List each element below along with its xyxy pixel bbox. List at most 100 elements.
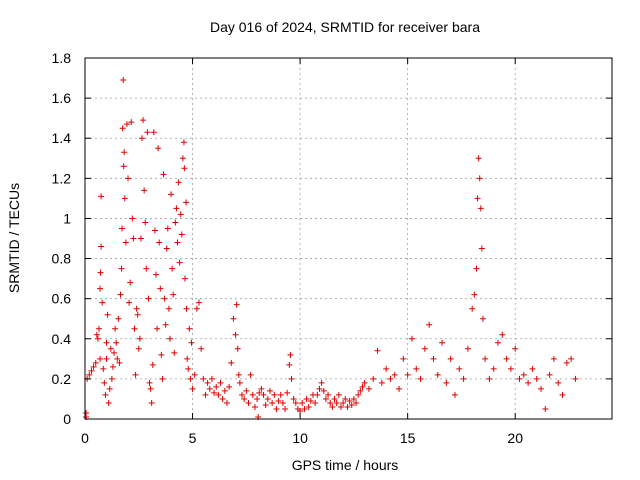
data-point xyxy=(434,371,441,378)
data-point xyxy=(111,349,118,356)
data-point xyxy=(88,367,95,374)
data-point xyxy=(269,399,276,406)
data-point xyxy=(271,391,278,398)
data-point xyxy=(226,383,233,390)
data-point xyxy=(172,219,179,226)
data-point xyxy=(112,325,119,332)
data-point xyxy=(202,391,209,398)
y-tick-label: 0.8 xyxy=(52,251,72,267)
data-point xyxy=(529,365,536,372)
x-tick-label: 10 xyxy=(292,430,308,446)
data-point xyxy=(329,403,336,410)
data-point xyxy=(512,345,519,352)
data-point xyxy=(100,365,107,372)
data-point xyxy=(196,299,203,306)
data-point xyxy=(204,379,211,386)
data-point xyxy=(249,391,256,398)
data-point xyxy=(122,239,129,246)
data-point xyxy=(223,399,230,406)
data-point xyxy=(477,205,484,212)
data-point xyxy=(198,345,205,352)
data-point xyxy=(258,385,265,392)
data-point xyxy=(177,211,184,218)
data-point xyxy=(464,345,471,352)
data-point xyxy=(136,335,143,342)
data-point xyxy=(166,335,173,342)
data-point xyxy=(421,345,428,352)
data-point xyxy=(130,235,137,242)
data-point xyxy=(120,77,127,84)
data-point xyxy=(331,395,338,402)
data-point xyxy=(482,355,489,362)
data-point xyxy=(106,385,113,392)
data-point xyxy=(150,129,157,136)
plot-frame xyxy=(84,57,613,420)
y-tick-label: 1.4 xyxy=(52,130,72,146)
data-point xyxy=(176,259,183,266)
data-point xyxy=(98,193,105,200)
data-point xyxy=(365,385,372,392)
data-point xyxy=(228,359,235,366)
data-point xyxy=(215,391,222,398)
data-point xyxy=(164,225,171,232)
y-tick-label: 0.2 xyxy=(52,371,72,387)
data-point xyxy=(451,391,458,398)
data-point xyxy=(97,285,104,292)
data-point xyxy=(158,351,165,358)
data-point xyxy=(233,301,240,308)
data-point xyxy=(126,299,133,306)
data-point xyxy=(208,375,215,382)
data-point xyxy=(479,315,486,322)
data-point xyxy=(148,399,155,406)
data-point xyxy=(143,265,150,272)
data-point xyxy=(191,371,198,378)
data-point xyxy=(314,391,321,398)
x-tick-labels: 0 5 10 15 20 xyxy=(81,430,523,446)
data-point xyxy=(173,205,180,212)
data-point xyxy=(282,405,289,412)
data-point xyxy=(476,175,483,182)
data-point xyxy=(456,365,463,372)
data-point xyxy=(288,375,295,382)
data-point xyxy=(241,395,248,402)
y-tick-label: 1 xyxy=(63,210,71,226)
data-point xyxy=(83,409,90,416)
data-point xyxy=(430,355,437,362)
data-point xyxy=(159,375,166,382)
data-point xyxy=(93,331,100,338)
data-point xyxy=(183,199,190,206)
y-tick-label: 0.4 xyxy=(52,331,72,347)
data-point xyxy=(426,321,433,328)
data-point xyxy=(151,227,158,234)
y-tick-label: 1.6 xyxy=(52,90,72,106)
data-point xyxy=(520,371,527,378)
data-point xyxy=(170,291,177,298)
data-point xyxy=(318,379,325,386)
data-point xyxy=(181,165,188,172)
data-point xyxy=(542,405,549,412)
data-point xyxy=(175,179,182,186)
data-point xyxy=(185,365,192,372)
data-point xyxy=(277,391,284,398)
data-point xyxy=(90,363,97,370)
data-point xyxy=(417,375,424,382)
data-point xyxy=(374,347,381,354)
chart-title: Day 016 of 2024, SRMTID for receiver bar… xyxy=(210,19,480,35)
data-point xyxy=(346,397,353,404)
data-point xyxy=(303,395,310,402)
data-point xyxy=(137,235,144,242)
data-point xyxy=(370,375,377,382)
data-point xyxy=(152,271,159,278)
data-point xyxy=(109,363,116,370)
data-point xyxy=(105,399,112,406)
data-point xyxy=(475,155,482,162)
data-point xyxy=(230,315,237,322)
data-point xyxy=(320,387,327,394)
data-point xyxy=(217,379,224,386)
data-point xyxy=(183,305,190,312)
data-point xyxy=(121,195,128,202)
data-point xyxy=(178,231,185,238)
data-point xyxy=(161,295,168,302)
data-point xyxy=(154,325,161,332)
